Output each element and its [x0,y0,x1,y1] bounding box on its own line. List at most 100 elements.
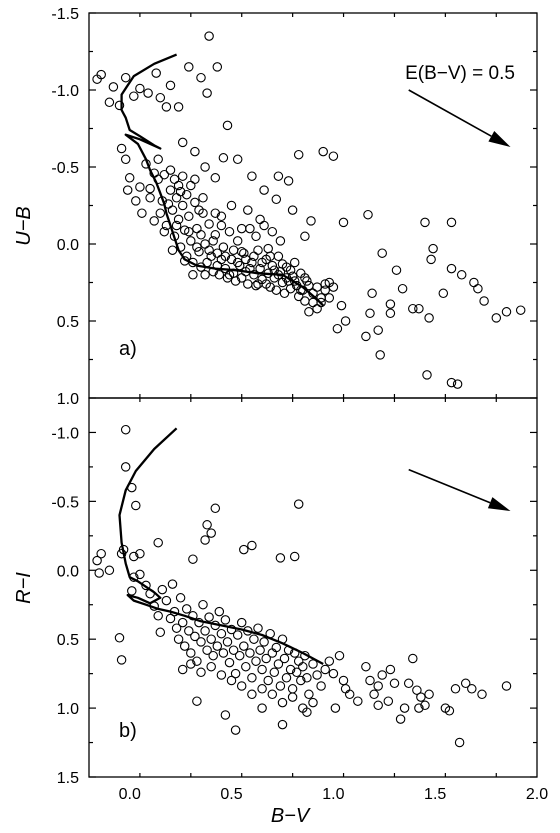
plot-frame-b [88,397,538,778]
data-point-a [253,245,263,255]
data-point-a [446,217,457,228]
data-point-b [218,648,229,658]
data-point-a [267,226,278,237]
data-point-b [247,673,257,683]
data-point-a [271,285,282,295]
data-point-a [135,182,145,192]
data-point-b [239,641,249,651]
data-point-a [324,293,335,303]
data-point-a [241,254,251,265]
data-point-a [265,251,275,262]
data-point-b [460,678,471,689]
data-point-a [236,246,247,257]
data-point-a [338,217,349,228]
data-point-a [273,270,284,280]
data-point-a [194,246,204,257]
data-point-a [377,248,387,258]
data-point-b [277,697,288,708]
data-point-a [204,219,214,229]
data-point-b [275,681,286,691]
data-point-b [414,703,424,713]
data-point-a [179,256,190,266]
data-point-a [236,223,247,234]
data-point-b [177,617,188,628]
data-point-b [116,548,127,559]
data-point-a [304,280,314,291]
data-point-a [267,260,278,271]
data-point-a [129,91,139,101]
data-point-b [389,678,400,689]
x-tick-label: 2.0 [526,786,548,803]
data-point-b [241,661,251,672]
data-point-a [175,242,186,252]
data-point-a [245,263,255,274]
data-point-b [165,613,176,624]
data-point-a [420,217,430,228]
data-point-a [232,236,243,246]
data-point-b [412,685,422,695]
reddening-vector-line-a [408,89,492,137]
data-point-b [385,664,396,675]
data-point-b [234,650,245,661]
data-point-a [224,270,235,280]
data-point-a [165,185,176,195]
data-point-a [198,193,208,203]
data-point-a [190,174,200,185]
data-point-b [245,648,255,658]
x-axis-title: B−V [271,805,311,827]
data-point-a [181,189,192,200]
data-point-b [304,689,314,700]
data-point-a [312,303,322,314]
data-point-b [267,689,278,700]
data-point-a [155,92,166,103]
data-point-a [375,350,385,360]
data-point-b [206,661,216,672]
data-point-a [214,270,225,280]
y-axis-title-b: R−I [13,572,35,604]
data-point-b [251,656,261,666]
data-point-a [328,151,339,161]
reddening-vector-arrowhead-a [488,131,511,147]
y-tick-label-a: 0.0 [57,237,79,254]
data-point-b [232,630,243,640]
data-point-a [275,236,286,246]
data-point-b [212,641,223,651]
panel-label-a: a) [119,338,137,360]
data-point-b [296,675,306,686]
data-point-a [124,173,135,183]
data-point-b [230,668,241,679]
data-point-a [151,68,161,78]
data-point-a [428,243,438,254]
data-point-a [192,242,202,252]
data-point-a [408,303,418,314]
data-point-a [145,193,155,203]
data-point-a [196,262,206,272]
data-point-a [165,80,176,91]
data-point-a [328,282,339,292]
data-point-a [277,259,288,269]
data-point-b [149,601,159,611]
data-point-a [300,231,310,242]
y-tick-label-b: -1.0 [51,425,79,442]
data-point-b [287,692,298,702]
data-point-b [198,599,208,610]
data-point-a [365,308,375,319]
data-point-a [289,257,300,268]
data-point-a [186,180,196,191]
data-point-b [194,617,204,628]
data-point-a [312,282,322,292]
data-point-b [291,667,302,678]
data-point-a [289,276,300,286]
data-point-b [188,611,198,621]
data-point-b [361,661,371,672]
data-point-b [226,675,237,686]
data-point-a [230,276,241,286]
data-point-a [167,205,178,215]
data-point-a [210,230,221,240]
data-point-a [255,263,265,274]
data-point-b [257,703,267,713]
data-point-a [373,325,383,335]
data-point-b [365,675,375,686]
data-point-a [192,223,202,234]
data-point-b [177,664,188,675]
